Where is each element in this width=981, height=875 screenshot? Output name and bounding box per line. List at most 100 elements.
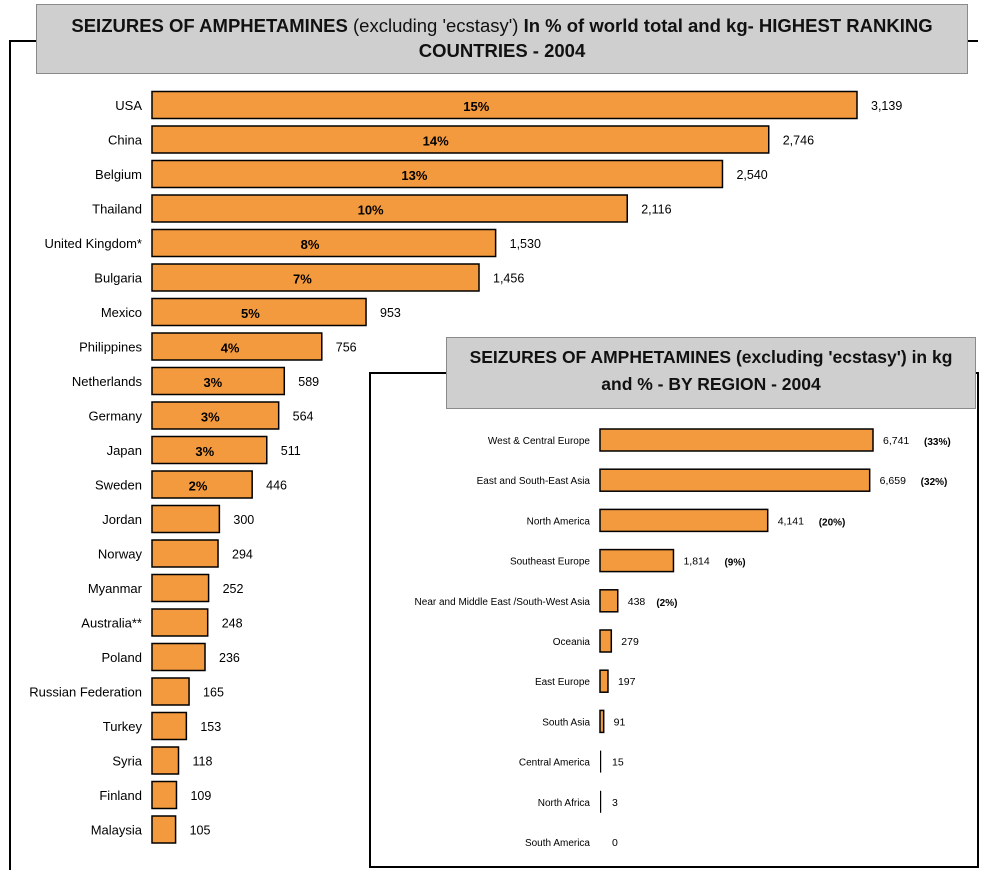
main-title-bold-2: In % of world total and kg- HIGHEST RANK… (523, 15, 933, 36)
region-value-label: 6,659 (880, 475, 906, 487)
country-label: Sweden (95, 478, 142, 493)
country-value-label: 446 (266, 479, 287, 493)
country-percent-label: 2% (189, 479, 208, 494)
region-label: West & Central Europe (488, 436, 591, 447)
main-title-line-2: COUNTRIES - 2004 (418, 40, 586, 61)
country-bar (151, 573, 210, 603)
country-label: Norway (98, 547, 143, 562)
region-label: North Africa (538, 798, 591, 809)
inset-chart-title: SEIZURES OF AMPHETAMINES (excluding 'ecs… (446, 337, 976, 409)
inset-title-line-2: and % - BY REGION - 2004 (601, 374, 821, 394)
country-label: Mexico (101, 305, 142, 320)
country-bar (151, 332, 323, 361)
region-label: Central America (519, 758, 591, 769)
country-percent-label: 8% (301, 237, 320, 252)
region-label: Oceania (553, 637, 591, 648)
country-label: Japan (107, 443, 142, 458)
region-bar (599, 589, 619, 613)
country-value-label: 153 (200, 720, 221, 734)
country-value-label: 300 (233, 513, 254, 527)
region-label: South Asia (542, 717, 590, 728)
region-percent-label: (9%) (724, 558, 745, 569)
country-percent-label: 5% (241, 306, 260, 321)
region-value-label: 6,741 (883, 435, 909, 447)
country-value-label: 1,530 (510, 237, 541, 251)
country-label: United Kingdom* (44, 236, 142, 251)
country-percent-label: 7% (293, 272, 312, 287)
country-label: Myanmar (88, 581, 143, 596)
country-percent-label: 13% (401, 168, 427, 183)
country-value-label: 252 (223, 582, 244, 596)
country-label: Finland (99, 788, 142, 803)
region-label: South America (525, 838, 590, 849)
country-bar (151, 435, 268, 465)
country-bar (151, 539, 219, 568)
country-label: Netherlands (72, 374, 143, 389)
region-value-label: 0 (612, 837, 618, 849)
country-bar (151, 90, 858, 120)
country-label: Thailand (92, 202, 142, 217)
country-value-label: 2,116 (641, 203, 671, 217)
country-label: Bulgaria (94, 271, 142, 286)
country-bar (151, 263, 480, 292)
country-value-label: 118 (193, 755, 213, 769)
region-value-label: 3 (612, 797, 618, 809)
region-label: Southeast Europe (510, 557, 590, 568)
country-label: USA (115, 98, 142, 113)
country-label: Malaysia (91, 823, 143, 838)
region-bar (599, 428, 874, 452)
country-label: Australia** (81, 616, 142, 631)
country-bar (151, 159, 724, 189)
country-value-label: 248 (222, 617, 243, 631)
country-percent-label: 3% (201, 410, 220, 425)
country-bar (151, 504, 221, 534)
country-percent-label: 4% (221, 341, 240, 356)
country-label: Syria (112, 754, 142, 769)
main-frame-top-left (9, 40, 37, 42)
main-frame-left (9, 40, 11, 870)
region-value-label: 91 (614, 716, 626, 728)
region-bar (599, 548, 675, 573)
country-bar (151, 228, 497, 258)
country-percent-label: 14% (423, 134, 449, 149)
region-value-label: 4,141 (778, 515, 804, 527)
country-bar (151, 711, 188, 741)
main-frame-top-right (968, 40, 978, 42)
country-value-label: 953 (380, 306, 401, 320)
country-percent-label: 3% (195, 444, 214, 459)
region-percent-label: (32%) (921, 477, 948, 488)
country-bar (151, 470, 253, 499)
main-chart-title: SEIZURES OF AMPHETAMINES (excluding 'ecs… (36, 4, 968, 74)
country-label: Poland (102, 650, 142, 665)
country-value-label: 589 (298, 375, 319, 389)
country-value-label: 3,139 (871, 99, 902, 113)
country-value-label: 294 (232, 548, 253, 562)
country-value-label: 756 (336, 341, 357, 355)
country-bar (151, 815, 177, 844)
region-label: North America (527, 516, 591, 527)
region-label: Near and Middle East /South-West Asia (415, 597, 591, 608)
region-bar (600, 790, 602, 813)
region-percent-label: (2%) (656, 598, 677, 609)
country-value-label: 165 (203, 686, 224, 700)
country-label: China (108, 133, 143, 148)
country-bar (151, 366, 286, 396)
country-bar (151, 194, 628, 223)
country-bar (151, 401, 280, 430)
country-value-label: 564 (293, 410, 314, 424)
country-value-label: 1,456 (493, 272, 524, 286)
region-label: East Europe (535, 677, 590, 688)
region-bar (599, 629, 613, 653)
region-bar (599, 468, 871, 492)
country-label: Russian Federation (29, 685, 142, 700)
country-bar (151, 642, 206, 672)
country-label: Jordan (102, 512, 142, 527)
inset-title-line-1: SEIZURES OF AMPHETAMINES (excluding 'ecs… (469, 347, 953, 367)
region-percent-label: (33%) (924, 437, 951, 448)
region-bar (600, 750, 602, 773)
inset-frame (369, 372, 979, 868)
region-value-label: 197 (618, 676, 636, 688)
